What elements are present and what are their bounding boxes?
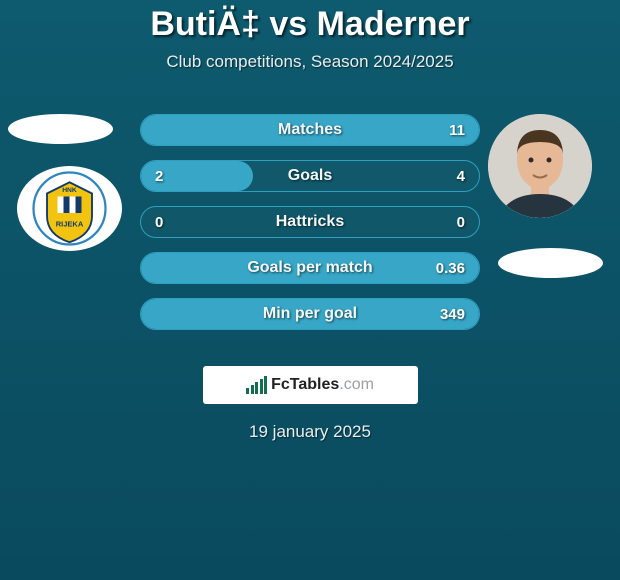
stat-right-value: 349 — [440, 299, 465, 329]
stat-row-goals: 2 Goals 4 — [140, 160, 480, 192]
source-logo[interactable]: FcTables.com — [203, 366, 418, 404]
stat-right-value: 0.36 — [436, 253, 465, 283]
stat-label: Matches — [141, 115, 479, 145]
logo-text: FcTables.com — [271, 376, 374, 394]
club-badge-left: HNK RIJEKA — [17, 166, 122, 251]
comparison-body: HNK RIJEKA — [0, 114, 620, 344]
rijeka-badge-icon: HNK RIJEKA — [32, 171, 107, 246]
bars-icon — [246, 376, 267, 394]
stat-label: Goals per match — [141, 253, 479, 283]
stat-row-gpm: Goals per match 0.36 — [140, 252, 480, 284]
stat-right-value: 0 — [457, 207, 465, 237]
stat-row-matches: Matches 11 — [140, 114, 480, 146]
placeholder-right — [498, 248, 603, 278]
stat-label: Goals — [141, 161, 479, 191]
svg-text:HNK: HNK — [62, 187, 77, 194]
subtitle: Club competitions, Season 2024/2025 — [0, 52, 620, 72]
stat-label: Hattricks — [141, 207, 479, 237]
stat-right-value: 4 — [457, 161, 465, 191]
page-title: ButiÄ‡ vs Maderner — [0, 5, 620, 44]
player-avatar-right — [488, 114, 592, 218]
player-face-icon — [488, 114, 592, 218]
svg-text:RIJEKA: RIJEKA — [56, 220, 84, 229]
stat-row-hattricks: 0 Hattricks 0 — [140, 206, 480, 238]
stat-row-mpg: Min per goal 349 — [140, 298, 480, 330]
date-label: 19 january 2025 — [0, 422, 620, 442]
placeholder-left — [8, 114, 113, 144]
logo-suffix: .com — [339, 376, 374, 393]
stat-rows: Matches 11 2 Goals 4 0 Hattricks 0 Goals… — [140, 114, 480, 330]
stat-right-value: 11 — [449, 115, 465, 145]
logo-name: FcTables — [271, 376, 339, 393]
stat-label: Min per goal — [141, 299, 479, 329]
comparison-card: ButiÄ‡ vs Maderner Club competitions, Se… — [0, 0, 620, 442]
